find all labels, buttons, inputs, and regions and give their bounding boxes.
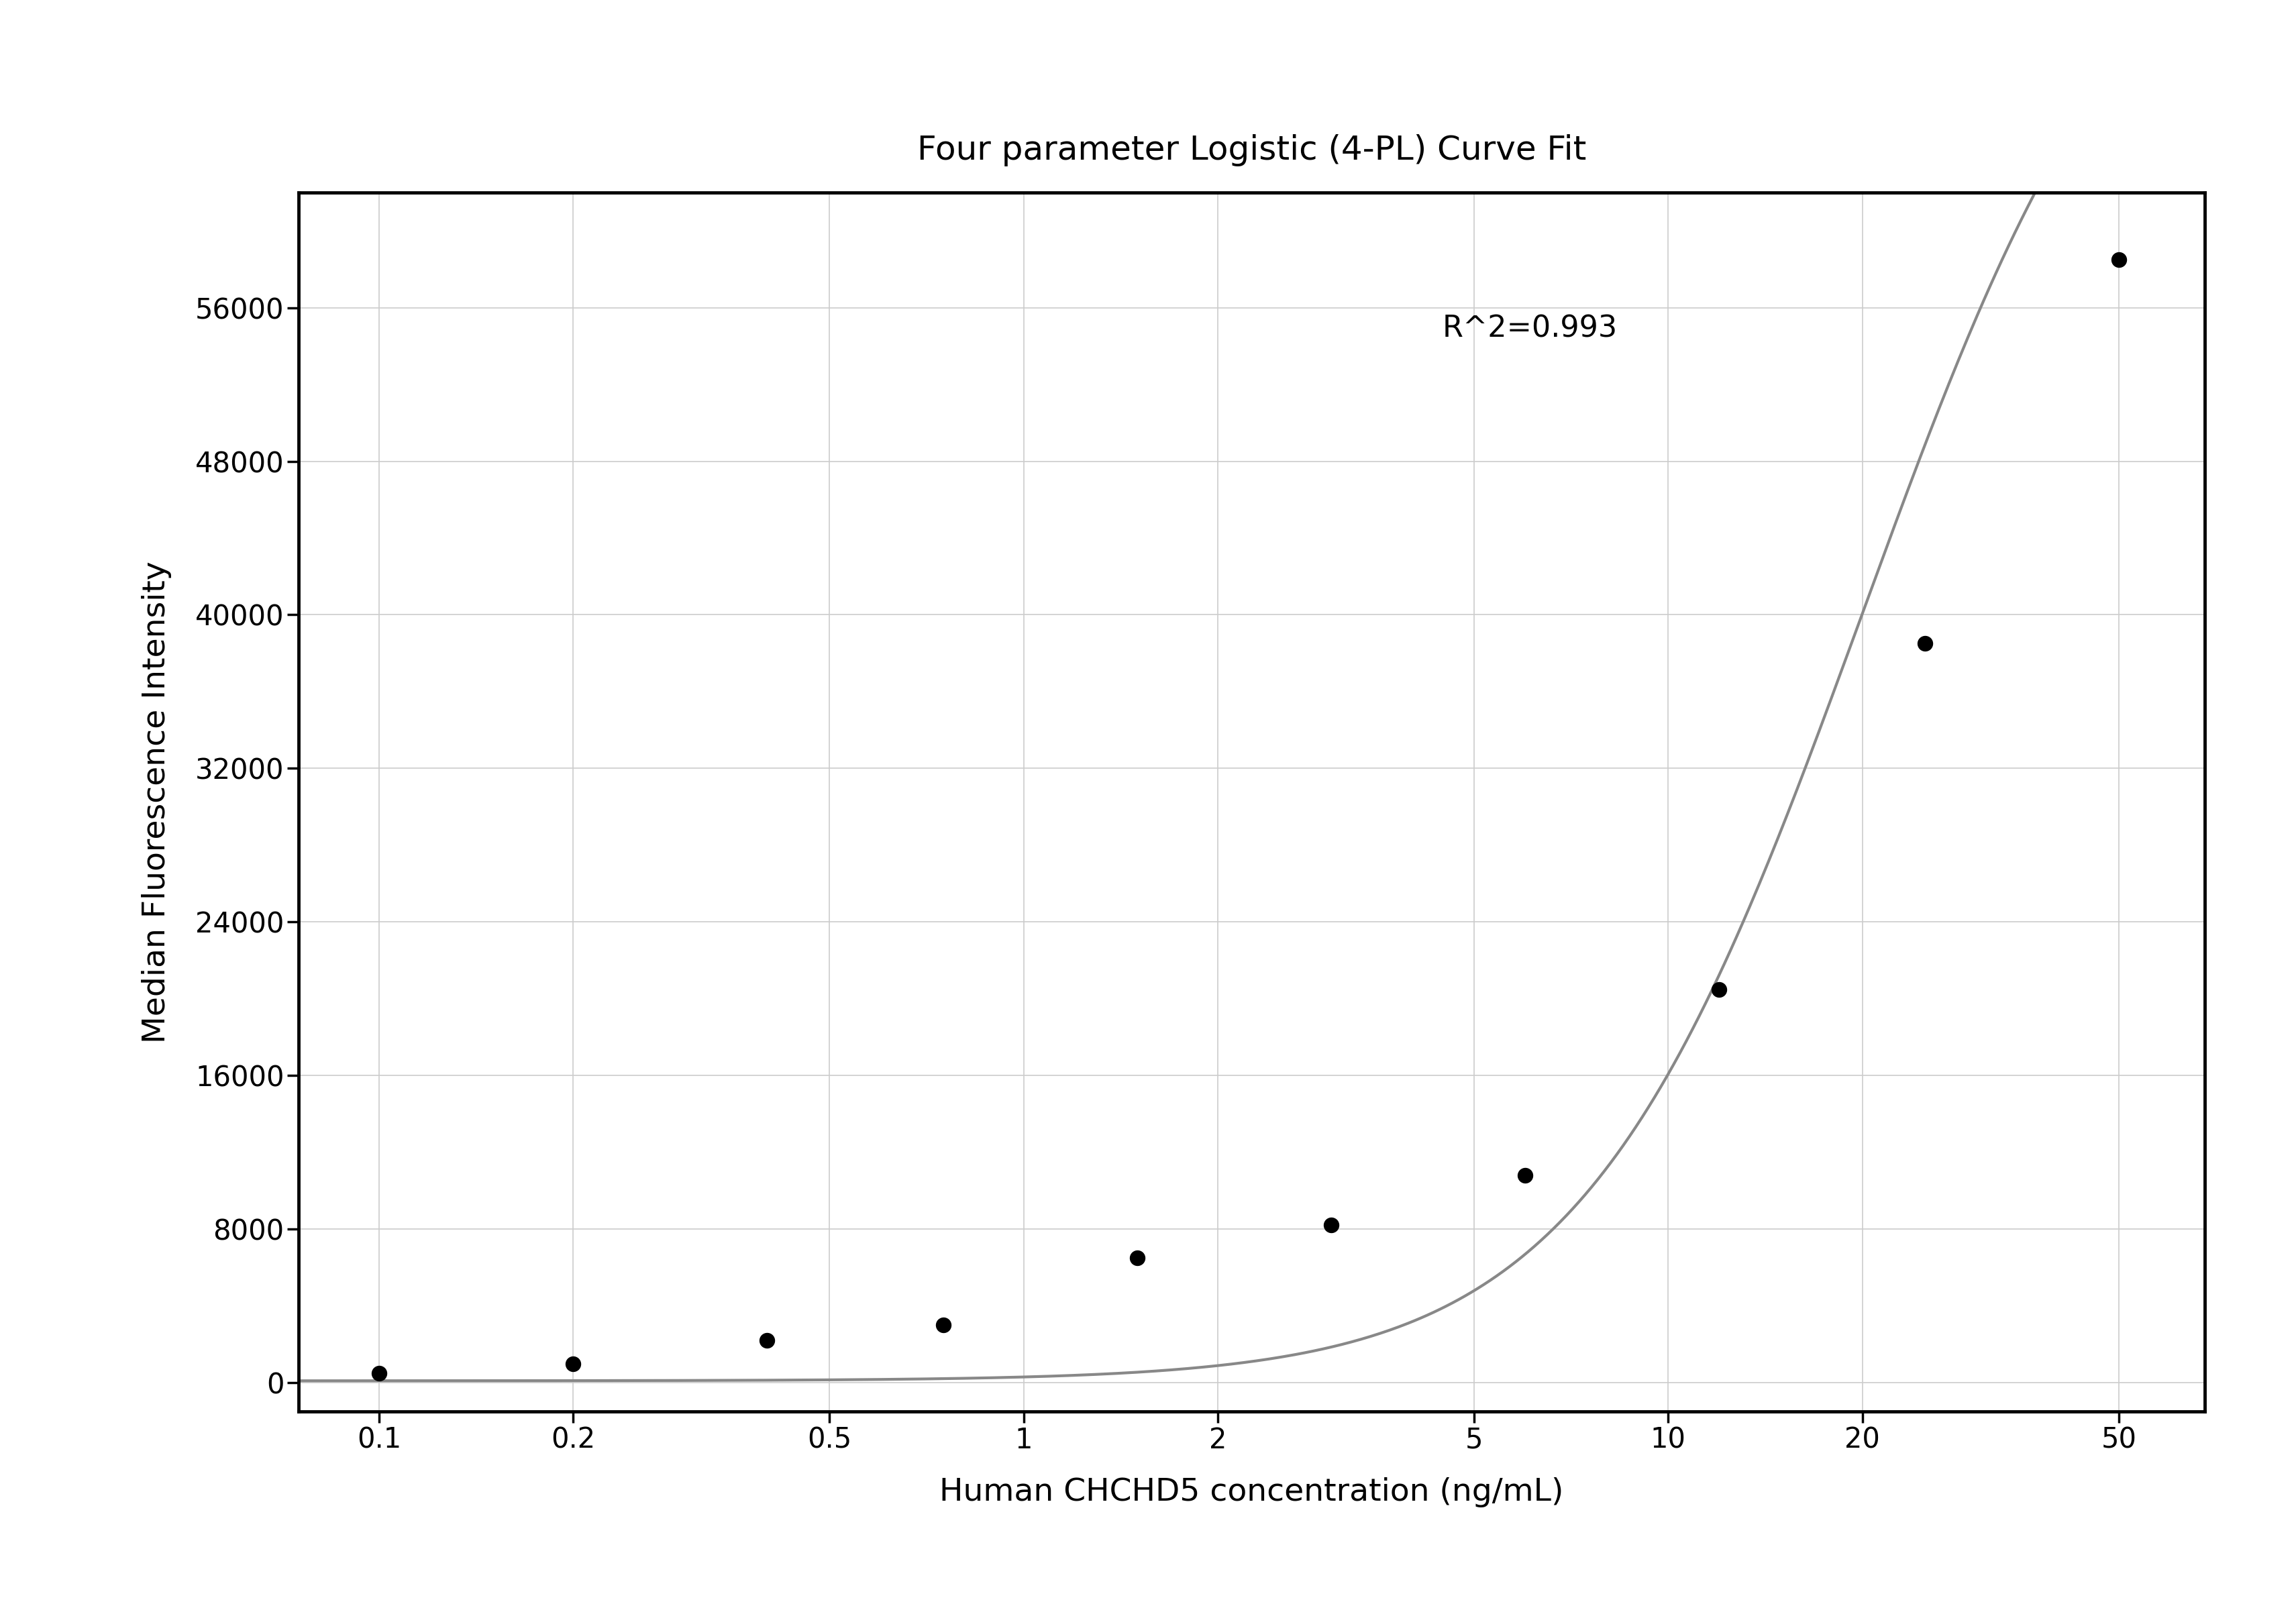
- Y-axis label: Median Fluorescence Intensity: Median Fluorescence Intensity: [142, 561, 172, 1043]
- Point: [1506, 1163, 1543, 1189]
- Point: [556, 1351, 592, 1376]
- X-axis label: Human CHCHD5 concentration (ng/mL): Human CHCHD5 concentration (ng/mL): [939, 1477, 1564, 1508]
- Point: [1313, 1213, 1350, 1238]
- Point: [748, 1328, 785, 1354]
- Point: [360, 1360, 397, 1386]
- Point: [925, 1312, 962, 1338]
- Point: [1701, 977, 1738, 1002]
- Point: [2101, 247, 2138, 273]
- Point: [1906, 630, 1942, 656]
- Title: Four parameter Logistic (4-PL) Curve Fit: Four parameter Logistic (4-PL) Curve Fit: [916, 135, 1587, 167]
- Text: R^2=0.993: R^2=0.993: [1442, 314, 1616, 343]
- Point: [1118, 1245, 1155, 1270]
